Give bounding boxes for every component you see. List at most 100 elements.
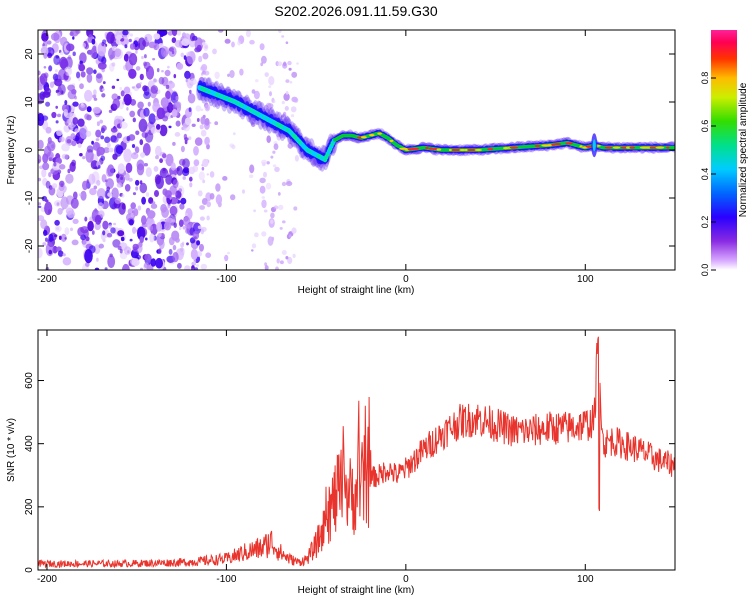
noise-speckle [59,164,66,170]
noise-speckle [296,145,299,148]
noise-speckle [50,32,60,41]
noise-speckle [231,41,235,48]
noise-speckle [290,106,297,113]
track-peak [612,146,621,149]
y-tick-label: 10 [24,96,35,108]
noise-speckle [197,225,202,230]
noise-speckle [95,72,103,84]
noise-speckle [224,38,231,44]
noise-speckle [70,126,74,131]
noise-speckle [267,103,274,109]
noise-speckle [58,235,62,240]
noise-speckle [91,38,96,45]
colorbar: 0.0 0.2 0.4 0.6 0.8 Normalized spectral ampl… [700,30,749,276]
noise-speckle [72,218,79,224]
noise-speckle [245,30,251,38]
colorbar-tick-label: 0.8 [700,72,710,85]
spectrogram-noise [38,30,299,270]
noise-speckle [144,54,147,59]
noise-speckle [64,227,70,236]
track-core [672,145,675,150]
noise-speckle [143,107,150,117]
noise-speckle [204,104,211,112]
noise-speckle [251,243,257,249]
noise-speckle [189,78,197,85]
noise-speckle [43,66,47,69]
noise-speckle [182,226,186,230]
noise-speckle [214,121,219,126]
noise-speckle [52,73,59,81]
noise-speckle [145,167,152,178]
noise-speckle [152,58,156,61]
noise-speckle [96,121,100,127]
noise-speckle [48,172,52,178]
noise-speckle [171,37,177,44]
noise-speckle [178,188,183,193]
noise-speckle [259,185,266,194]
noise-speckle [38,93,45,105]
noise-speckle [48,249,53,255]
noise-speckle [263,209,268,213]
noise-speckle [130,257,137,266]
noise-speckle [61,143,70,152]
snr-frame [37,329,676,571]
noise-speckle [45,237,48,242]
noise-speckle [290,114,295,118]
noise-speckle [93,89,97,96]
noise-speckle [150,203,158,209]
noise-speckle [172,141,176,146]
noise-speckle [265,182,272,190]
noise-speckle [87,220,94,232]
noise-speckle [62,257,72,266]
noise-speckle [102,230,106,236]
noise-speckle [217,30,224,33]
noise-speckle [172,179,179,189]
noise-speckle [132,117,136,123]
noise-speckle [155,175,164,189]
noise-speckle [78,193,82,197]
noise-speckle [147,101,151,107]
noise-speckle [40,219,48,230]
noise-speckle [250,122,256,127]
noise-speckle [279,260,284,265]
noise-speckle [78,63,86,72]
noise-speckle [133,208,139,217]
noise-speckle [145,237,148,241]
noise-speckle [200,116,206,125]
noise-speckle [117,230,125,237]
noise-speckle [119,248,123,254]
track-spike-core [592,139,596,152]
noise-speckle [121,193,125,198]
noise-speckle [96,188,106,199]
noise-speckle [123,86,131,95]
noise-speckle [131,144,136,148]
noise-speckle [229,70,235,78]
x-tick-label: -200 [37,274,57,285]
noise-speckle [155,257,164,269]
noise-speckle [194,137,203,146]
noise-speckle [106,142,111,148]
noise-speckle [91,140,94,145]
noise-speckle [168,236,175,246]
noise-speckle [259,43,265,51]
noise-speckle [237,40,241,46]
noise-speckle [285,91,289,95]
colorbar-label: Normalized spectral amplitude [738,82,749,217]
y-tick-label: -10 [24,190,35,205]
noise-speckle [79,124,88,139]
noise-speckle [69,31,74,36]
noise-speckle [278,204,284,211]
noise-speckle [70,197,79,209]
noise-speckle [76,71,81,79]
track-peak [534,144,541,148]
noise-speckle [67,84,75,92]
noise-speckle [209,193,215,200]
noise-speckle [165,84,170,90]
noise-speckle [186,51,195,65]
noise-speckle [57,113,61,118]
noise-speckle [204,136,210,145]
noise-speckle [39,73,48,85]
noise-speckle [96,257,99,262]
noise-speckle [137,37,146,51]
